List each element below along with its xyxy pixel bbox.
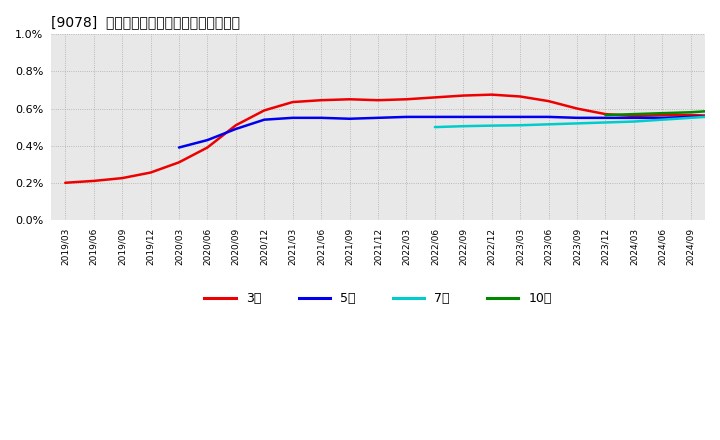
Line: 10年: 10年 xyxy=(606,98,720,115)
5年 xyxy=(232,126,240,132)
5年 xyxy=(658,115,667,121)
3年 xyxy=(61,180,70,185)
7年 xyxy=(516,123,524,128)
Line: 5年: 5年 xyxy=(179,104,720,147)
3年 xyxy=(544,99,553,104)
5年 xyxy=(487,114,496,120)
3年 xyxy=(487,92,496,97)
5年 xyxy=(686,114,695,120)
7年 xyxy=(431,125,439,130)
3年 xyxy=(516,94,524,99)
Legend: 3年, 5年, 7年, 10年: 3年, 5年, 7年, 10年 xyxy=(199,287,557,310)
3年 xyxy=(175,160,184,165)
5年 xyxy=(203,137,212,143)
3年 xyxy=(686,112,695,117)
10年 xyxy=(658,110,667,116)
7年 xyxy=(629,119,638,124)
3年 xyxy=(89,178,98,183)
7年 xyxy=(487,123,496,128)
7年 xyxy=(459,124,467,129)
3年 xyxy=(629,114,638,119)
5年 xyxy=(317,115,325,121)
3年 xyxy=(431,95,439,100)
7年 xyxy=(658,117,667,122)
3年 xyxy=(459,93,467,98)
5年 xyxy=(402,114,411,120)
5年 xyxy=(516,114,524,120)
7年 xyxy=(715,114,720,119)
5年 xyxy=(544,114,553,120)
7年 xyxy=(601,120,610,125)
3年 xyxy=(715,114,720,119)
10年 xyxy=(686,110,695,115)
3年 xyxy=(118,176,127,181)
3年 xyxy=(232,123,240,128)
3年 xyxy=(346,97,354,102)
3年 xyxy=(374,98,382,103)
10年 xyxy=(715,108,720,113)
3年 xyxy=(317,98,325,103)
7年 xyxy=(544,122,553,127)
5年 xyxy=(572,115,581,121)
10年 xyxy=(629,111,638,117)
3年 xyxy=(402,97,411,102)
3年 xyxy=(601,111,610,117)
5年 xyxy=(629,115,638,121)
5年 xyxy=(374,115,382,121)
5年 xyxy=(715,114,720,119)
7年 xyxy=(686,115,695,121)
3年 xyxy=(572,106,581,111)
5年 xyxy=(289,115,297,121)
3年 xyxy=(260,108,269,113)
3年 xyxy=(289,99,297,105)
3年 xyxy=(658,112,667,117)
5年 xyxy=(601,115,610,121)
5年 xyxy=(260,117,269,122)
Line: 7年: 7年 xyxy=(435,96,720,127)
5年 xyxy=(431,114,439,120)
Text: [9078]  経常利益マージンの標準偏差の推移: [9078] 経常利益マージンの標準偏差の推移 xyxy=(51,15,240,29)
Line: 3年: 3年 xyxy=(66,95,720,183)
3年 xyxy=(203,145,212,150)
10年 xyxy=(601,112,610,117)
5年 xyxy=(459,114,467,120)
5年 xyxy=(175,145,184,150)
5年 xyxy=(346,116,354,121)
3年 xyxy=(146,170,155,175)
7年 xyxy=(572,121,581,126)
